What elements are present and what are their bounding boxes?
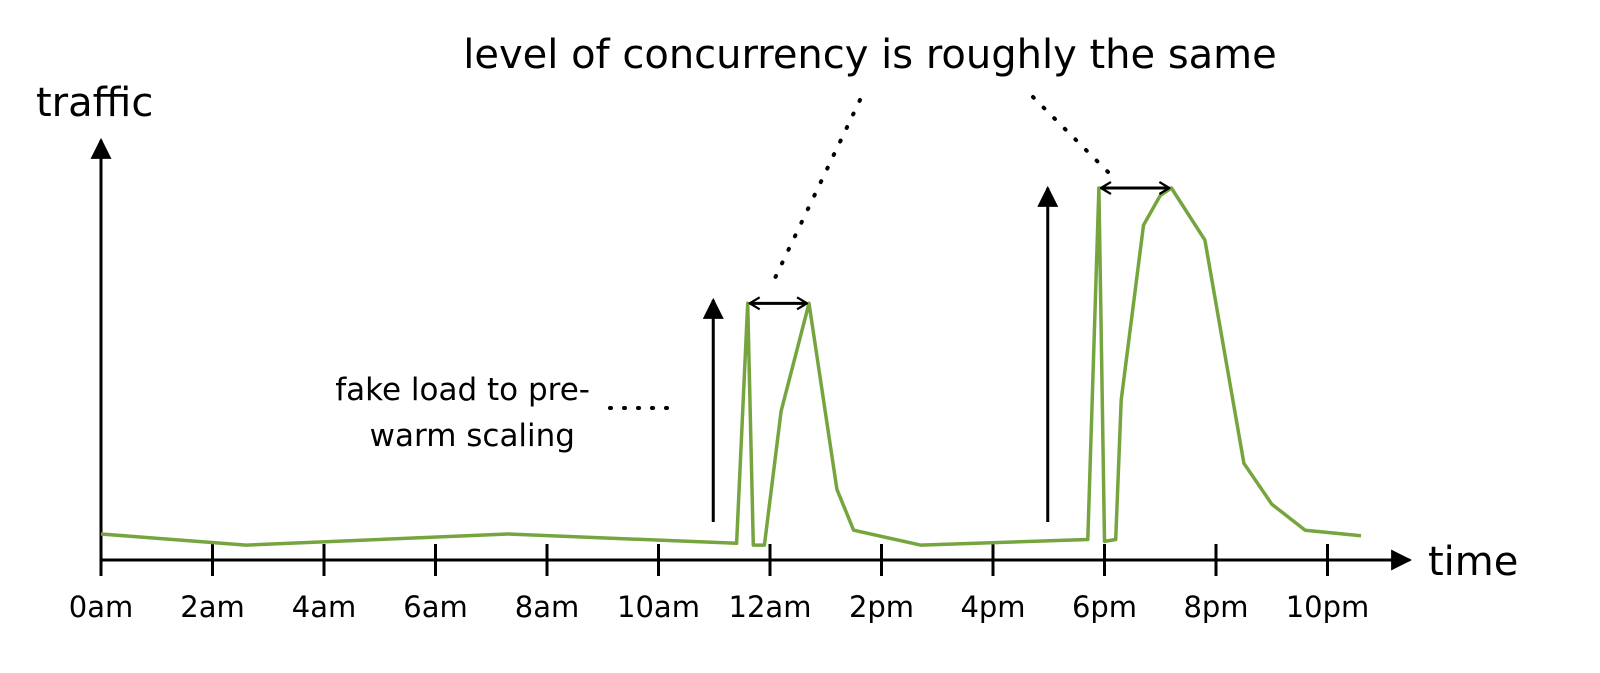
prewarm-note-line-2: warm scaling xyxy=(370,418,575,454)
x-tick-label-0am: 0am xyxy=(69,590,133,624)
x-tick-label-6pm: 6pm xyxy=(1072,590,1137,624)
x-tick-label-2pm: 2pm xyxy=(849,590,914,624)
x-axis-title: time xyxy=(1428,539,1518,585)
x-tick-label-10am: 10am xyxy=(617,590,700,624)
y-axis-title: traffic xyxy=(36,80,153,126)
x-tick-label-8am: 8am xyxy=(515,590,579,624)
chart-title: level of concurrency is roughly the same xyxy=(463,32,1277,78)
x-axis-tick-labels: 0am 2am 4am 6am 8am 10am 12am 2pm 4pm 6pm 8pm 10pm xyxy=(69,590,1370,624)
traffic-series-line xyxy=(100,186,1362,547)
x-tick-label-4pm: 4pm xyxy=(960,590,1025,624)
x-tick-label-2am: 2am xyxy=(180,590,244,624)
annotations: fake load to pre- warm scaling xyxy=(335,95,1169,522)
headline-leader-right xyxy=(1031,95,1110,174)
x-tick-label-12am: 12am xyxy=(729,590,812,624)
x-tick-label-6am: 6am xyxy=(403,590,467,624)
x-tick-label-8pm: 8pm xyxy=(1183,590,1248,624)
x-tick-label-10pm: 10pm xyxy=(1286,590,1370,624)
x-axis-ticks xyxy=(99,544,1329,576)
x-tick-label-4am: 4am xyxy=(292,590,356,624)
headline-leader-left xyxy=(773,98,862,280)
prewarm-note-line-1: fake load to pre- xyxy=(335,372,590,408)
